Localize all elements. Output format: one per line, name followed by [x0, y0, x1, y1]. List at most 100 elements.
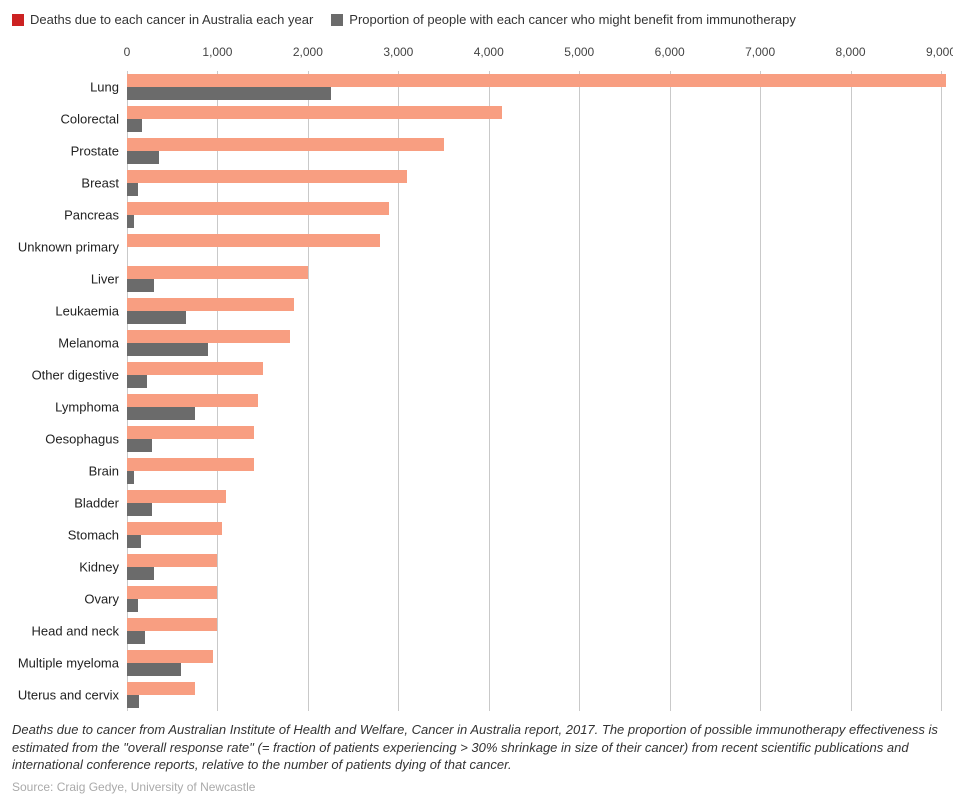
- bar-immuno: [127, 535, 141, 548]
- chart-row: Multiple myeloma: [127, 647, 941, 679]
- chart-row: Oesophagus: [127, 423, 941, 455]
- bar-immuno: [127, 375, 147, 388]
- bar-immuno: [127, 567, 154, 580]
- y-label: Ovary: [84, 592, 127, 607]
- bar-immuno: [127, 151, 159, 164]
- chart-row: Uterus and cervix: [127, 679, 941, 711]
- y-label: Head and neck: [32, 624, 127, 639]
- x-tick-label: 1,000: [202, 45, 232, 59]
- y-label: Lung: [90, 80, 127, 95]
- legend-label-deaths: Deaths due to each cancer in Australia e…: [30, 12, 313, 27]
- bar-deaths: [127, 458, 254, 471]
- chart-row: Brain: [127, 455, 941, 487]
- bar-deaths: [127, 266, 308, 279]
- x-tick-label: 4,000: [474, 45, 504, 59]
- x-axis: 0 1,000 2,000 3,000 4,000 5,000 6,000 7,000 8,00…: [127, 45, 941, 65]
- y-label: Stomach: [68, 528, 127, 543]
- x-tick-label: 6,000: [655, 45, 685, 59]
- bar-deaths: [127, 362, 263, 375]
- bar-immuno: [127, 87, 331, 100]
- bar-deaths: [127, 138, 444, 151]
- bar-immuno: [127, 503, 152, 516]
- x-tick-label: 5,000: [564, 45, 594, 59]
- bar-deaths: [127, 298, 294, 311]
- bar-immuno: [127, 599, 138, 612]
- chart-row: Melanoma: [127, 327, 941, 359]
- bar-immuno: [127, 119, 142, 132]
- bar-deaths: [127, 618, 217, 631]
- chart-row: Prostate: [127, 135, 941, 167]
- chart-row: Colorectal: [127, 103, 941, 135]
- chart: 0 1,000 2,000 3,000 4,000 5,000 6,000 7,000 8,00…: [12, 45, 941, 711]
- chart-row: Liver: [127, 263, 941, 295]
- y-label: Prostate: [71, 144, 127, 159]
- bar-deaths: [127, 330, 290, 343]
- bar-deaths: [127, 202, 389, 215]
- bar-immuno: [127, 279, 154, 292]
- legend-swatch-immuno: [331, 14, 343, 26]
- y-label: Bladder: [74, 496, 127, 511]
- chart-row: Leukaemia: [127, 295, 941, 327]
- chart-row: Lung: [127, 71, 941, 103]
- bar-immuno: [127, 471, 134, 484]
- y-label: Unknown primary: [18, 240, 127, 255]
- y-label: Lymphoma: [55, 400, 127, 415]
- bar-immuno: [127, 407, 195, 420]
- chart-row: Stomach: [127, 519, 941, 551]
- bar-immuno: [127, 439, 152, 452]
- chart-legend: Deaths due to each cancer in Australia e…: [12, 12, 941, 27]
- bar-immuno: [127, 695, 139, 708]
- chart-row: Unknown primary: [127, 231, 941, 263]
- y-label: Colorectal: [60, 112, 127, 127]
- bar-deaths: [127, 170, 407, 183]
- bar-deaths: [127, 74, 946, 87]
- y-label: Melanoma: [58, 336, 127, 351]
- y-label: Multiple myeloma: [18, 656, 127, 671]
- y-label: Uterus and cervix: [18, 688, 127, 703]
- bar-deaths: [127, 522, 222, 535]
- y-label: Kidney: [79, 560, 127, 575]
- y-label: Other digestive: [32, 368, 127, 383]
- x-tick-label: 3,000: [383, 45, 413, 59]
- bar-deaths: [127, 586, 217, 599]
- x-tick-label: 9,000: [926, 45, 953, 59]
- x-tick-label: 8,000: [836, 45, 866, 59]
- legend-item-deaths: Deaths due to each cancer in Australia e…: [12, 12, 313, 27]
- legend-swatch-deaths: [12, 14, 24, 26]
- bar-immuno: [127, 631, 145, 644]
- bar-deaths: [127, 554, 217, 567]
- bar-deaths: [127, 394, 258, 407]
- y-label: Liver: [91, 272, 127, 287]
- bar-immuno: [127, 183, 138, 196]
- bar-deaths: [127, 682, 195, 695]
- bar-immuno: [127, 215, 134, 228]
- chart-row: Lymphoma: [127, 391, 941, 423]
- y-label: Pancreas: [64, 208, 127, 223]
- bar-deaths: [127, 426, 254, 439]
- x-tick-label: 7,000: [745, 45, 775, 59]
- bar-deaths: [127, 490, 226, 503]
- chart-row: Head and neck: [127, 615, 941, 647]
- x-tick-label: 2,000: [293, 45, 323, 59]
- y-label: Brain: [89, 464, 127, 479]
- x-tick-label: 0: [124, 45, 131, 59]
- bar-deaths: [127, 106, 502, 119]
- legend-label-immuno: Proportion of people with each cancer wh…: [349, 12, 796, 27]
- y-label: Oesophagus: [45, 432, 127, 447]
- chart-row: Other digestive: [127, 359, 941, 391]
- plot-area: LungColorectalProstateBreastPancreasUnkn…: [127, 71, 941, 711]
- chart-row: Bladder: [127, 487, 941, 519]
- bar-deaths: [127, 234, 380, 247]
- bar-deaths: [127, 650, 213, 663]
- chart-row: Kidney: [127, 551, 941, 583]
- chart-source: Source: Craig Gedye, University of Newca…: [12, 780, 941, 794]
- bar-immuno: [127, 343, 208, 356]
- y-label: Breast: [81, 176, 127, 191]
- bar-immuno: [127, 311, 186, 324]
- y-label: Leukaemia: [55, 304, 127, 319]
- chart-row: Pancreas: [127, 199, 941, 231]
- chart-row: Ovary: [127, 583, 941, 615]
- bar-immuno: [127, 663, 181, 676]
- chart-row: Breast: [127, 167, 941, 199]
- legend-item-immuno: Proportion of people with each cancer wh…: [331, 12, 796, 27]
